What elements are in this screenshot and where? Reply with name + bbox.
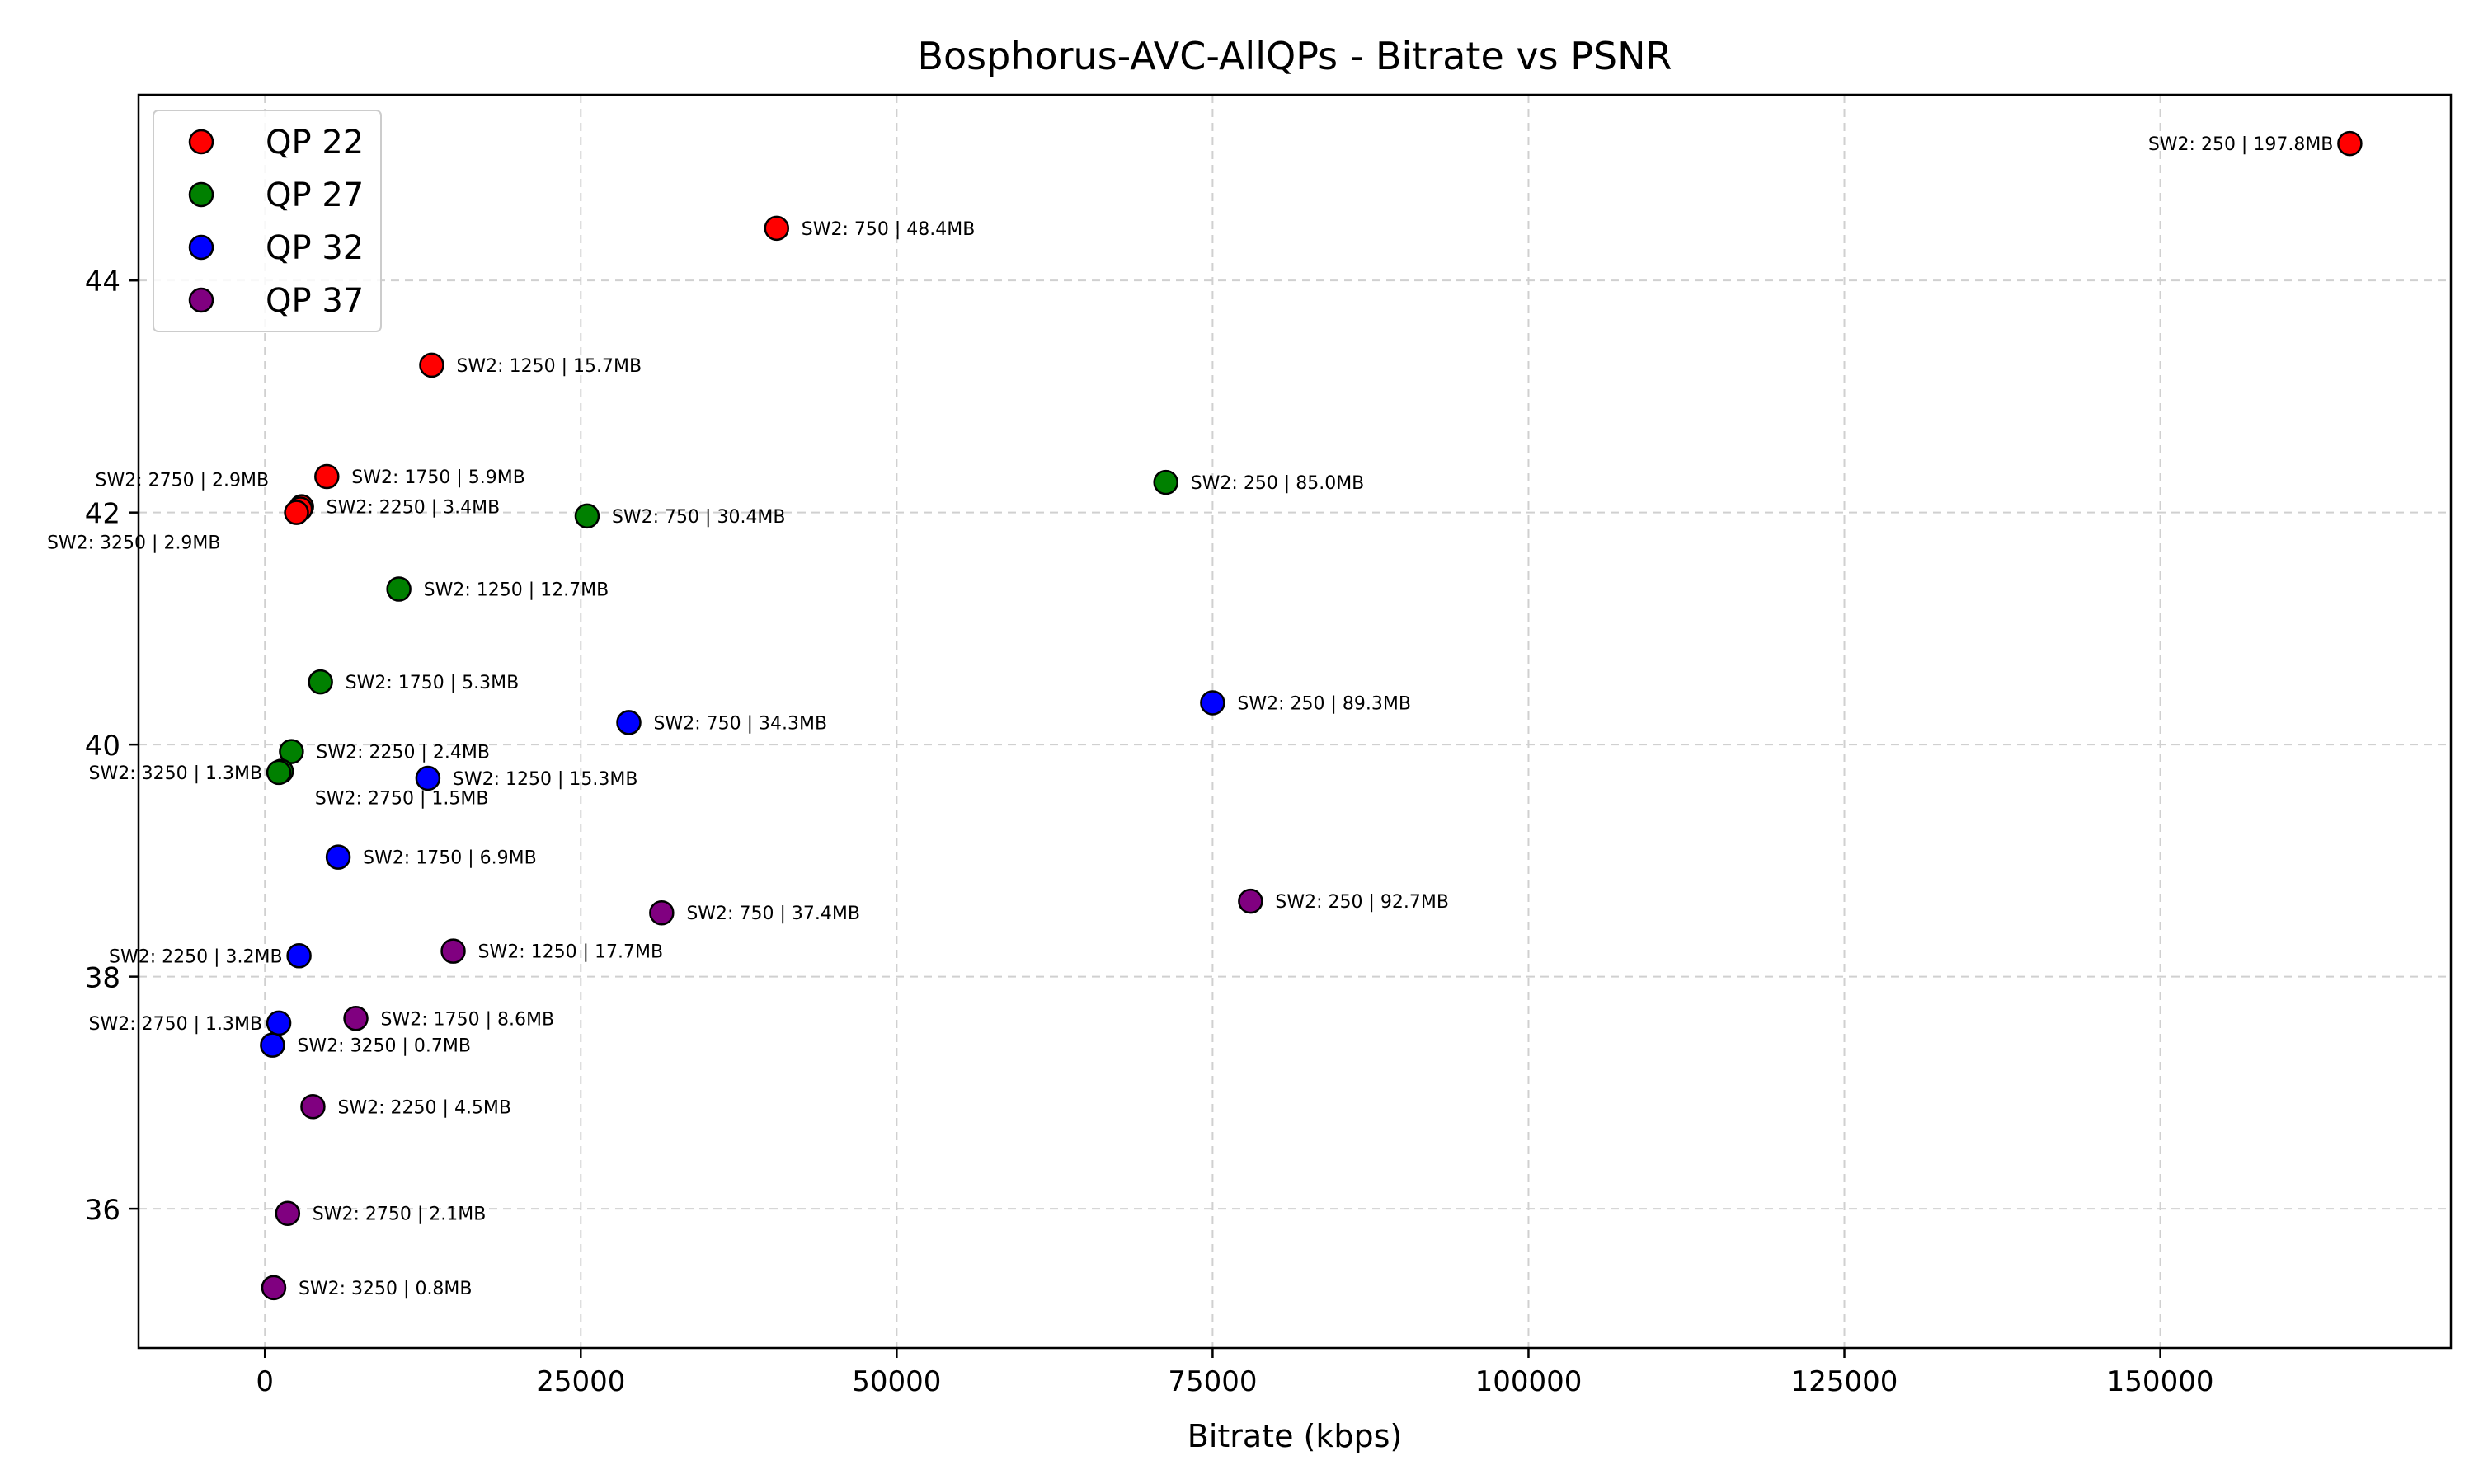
y-tick-label: 36 (85, 1194, 120, 1227)
x-axis-label: Bitrate (kbps) (1188, 1418, 1403, 1454)
legend-entry: QP 37 (266, 282, 364, 320)
legend-marker (188, 129, 214, 155)
data-point (1200, 690, 1225, 716)
point-label: SW2: 1750 | 5.9MB (351, 467, 525, 488)
data-point (275, 1200, 301, 1226)
data-point (616, 710, 642, 735)
data-point (574, 503, 600, 529)
x-axis-ticks: 0 25000 50000 75000 100000 125000 150000 (256, 1348, 2213, 1398)
point-label: SW2: 250 | 89.3MB (1237, 693, 1411, 714)
point-label: SW2: 3250 | 0.7MB (297, 1036, 471, 1057)
point-label: SW2: 2750 | 1.5MB (315, 789, 489, 810)
data-point (300, 1094, 326, 1120)
y-tick-label: 42 (85, 498, 120, 531)
data-point (286, 943, 312, 969)
point-label: SW2: 2250 | 3.2MB (109, 946, 283, 967)
legend-box (153, 110, 382, 332)
point-label: SW2: 1750 | 5.3MB (346, 673, 520, 693)
data-point (314, 463, 340, 490)
point-label: SW2: 750 | 34.3MB (654, 713, 828, 734)
point-label: SW2: 1250 | 17.7MB (478, 942, 664, 963)
data-point (1153, 469, 1178, 495)
x-tick-label: 100000 (1475, 1365, 1583, 1398)
point-label: SW2: 750 | 30.4MB (612, 507, 786, 528)
data-point (649, 899, 675, 926)
x-tick-label: 50000 (852, 1365, 941, 1398)
data-point (260, 1032, 285, 1058)
data-point (261, 1275, 287, 1301)
point-label: SW2: 3250 | 1.3MB (89, 763, 263, 784)
legend-marker (188, 181, 214, 208)
point-labels: SW2: 250 | 197.8MB SW2: 750 | 48.4MB SW2: … (47, 134, 2333, 1299)
point-label: SW2: 2250 | 3.4MB (327, 498, 501, 519)
data-point (266, 759, 292, 786)
x-tick-label: 75000 (1168, 1365, 1257, 1398)
point-label: SW2: 3250 | 0.8MB (299, 1279, 473, 1299)
point-label: SW2: 2750 | 1.3MB (89, 1014, 263, 1035)
point-label: SW2: 1750 | 8.6MB (381, 1009, 555, 1030)
point-label: SW2: 250 | 92.7MB (1275, 892, 1449, 913)
plot-frame (137, 93, 2453, 1350)
legend: QP 22 QP 27 QP 32 QP 37 (153, 110, 382, 332)
y-tick-label: 44 (85, 265, 120, 298)
data-point (325, 844, 351, 870)
legend-entry: QP 32 (266, 229, 364, 267)
data-point (279, 739, 304, 764)
data-point (266, 1010, 292, 1036)
x-tick-label: 0 (256, 1365, 274, 1398)
x-tick-label: 150000 (2107, 1365, 2214, 1398)
data-point (308, 669, 333, 695)
data-point (386, 576, 412, 602)
point-label: SW2: 1250 | 15.3MB (453, 769, 638, 790)
point-label: SW2: 2250 | 2.4MB (316, 743, 490, 763)
point-label: SW2: 750 | 48.4MB (802, 219, 976, 240)
legend-entry: QP 22 (266, 124, 364, 162)
point-label: SW2: 1250 | 15.7MB (456, 356, 642, 377)
point-label: SW2: 250 | 85.0MB (1191, 473, 1365, 494)
y-tick-label: 38 (85, 962, 120, 995)
point-label: SW2: 750 | 37.4MB (686, 904, 860, 924)
y-axis-ticks: 36 38 40 42 44 (85, 265, 139, 1227)
x-tick-label: 25000 (536, 1365, 625, 1398)
data-points (260, 130, 2363, 1301)
data-point (2337, 130, 2363, 157)
legend-marker (188, 234, 214, 261)
data-point (343, 1006, 369, 1031)
data-point (440, 938, 466, 964)
grid-lines (139, 95, 2451, 1348)
point-label: SW2: 2750 | 2.1MB (313, 1205, 487, 1225)
data-point (284, 500, 309, 525)
x-tick-label: 125000 (1791, 1365, 1898, 1398)
data-point (1238, 888, 1263, 914)
point-label: SW2: 3250 | 2.9MB (47, 533, 221, 554)
legend-entry: QP 27 (266, 176, 364, 214)
data-point (415, 765, 441, 791)
data-point (764, 215, 790, 242)
y-tick-label: 40 (85, 730, 120, 763)
chart-title: Bosphorus-AVC-AllQPs - Bitrate vs PSNR (917, 34, 1672, 78)
legend-marker (188, 287, 214, 313)
data-point (419, 352, 444, 378)
point-label: SW2: 1250 | 12.7MB (424, 580, 609, 601)
point-label: SW2: 1750 | 6.9MB (363, 848, 537, 869)
point-label: SW2: 2250 | 4.5MB (337, 1097, 511, 1118)
point-label: SW2: 2750 | 2.9MB (96, 470, 270, 491)
point-label: SW2: 250 | 197.8MB (2148, 134, 2334, 155)
